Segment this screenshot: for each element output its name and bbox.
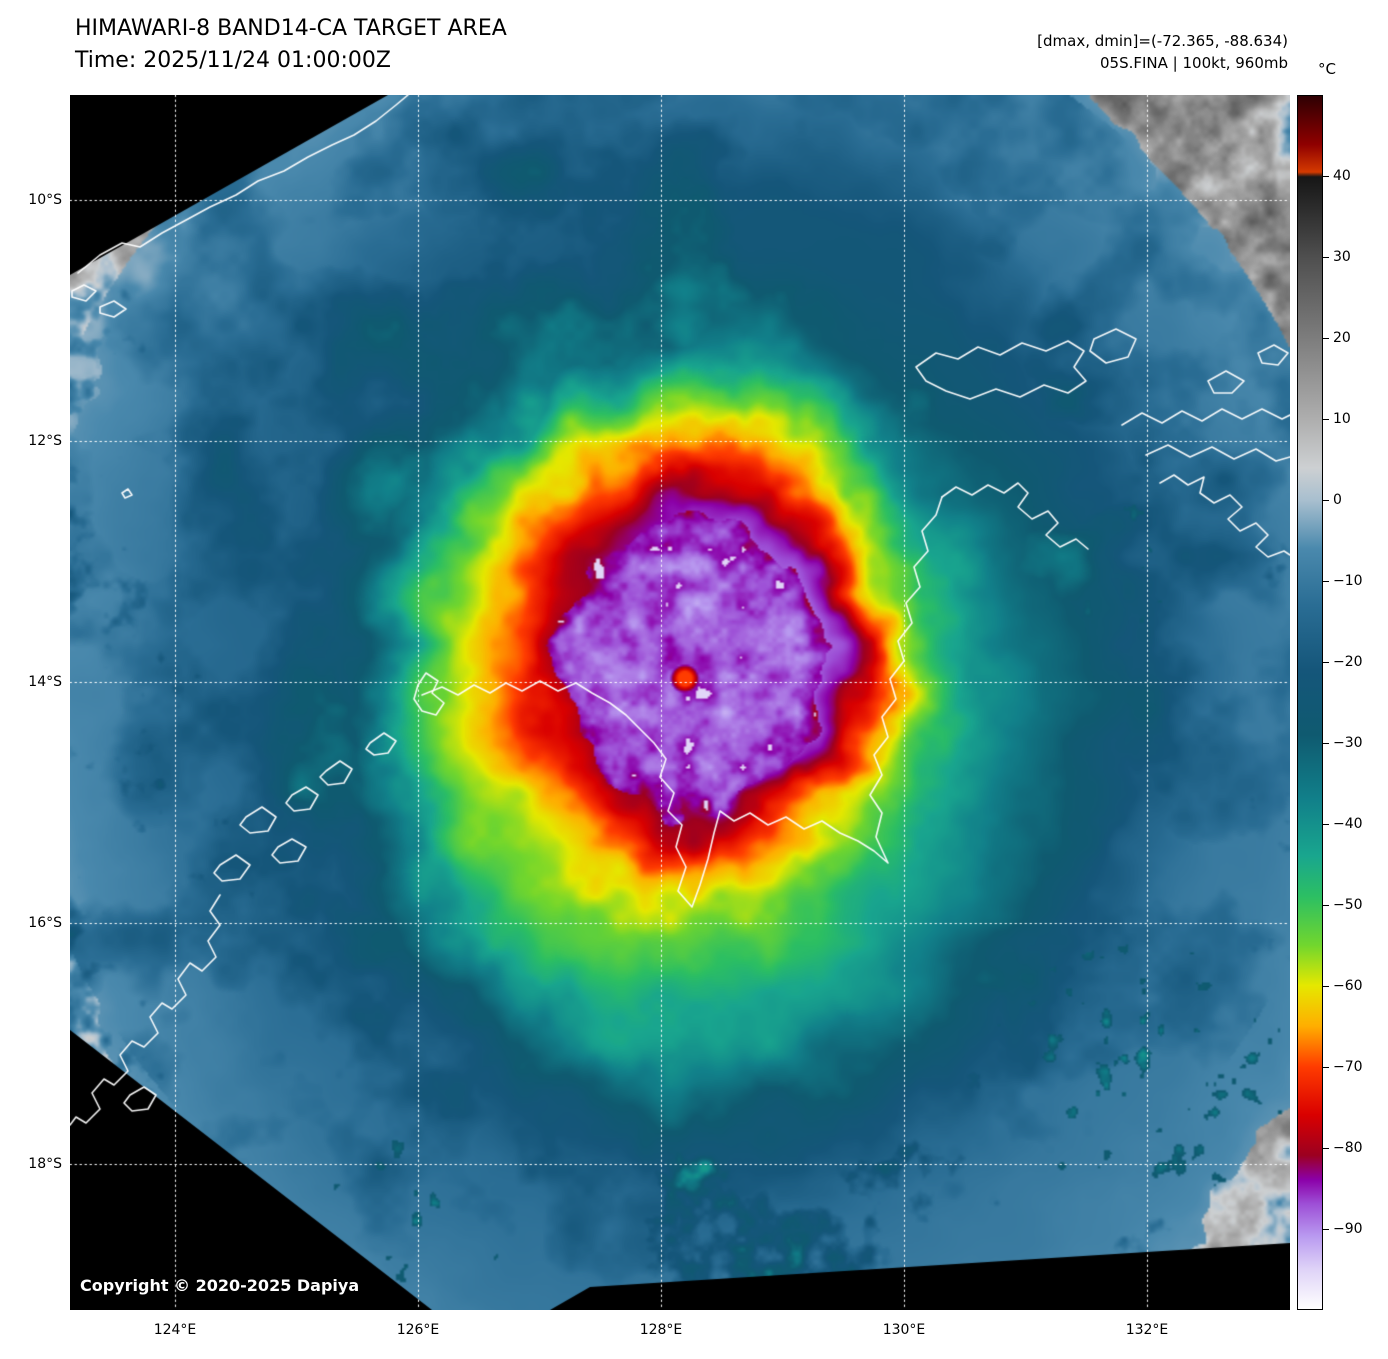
colorbar-tick-mark: [1323, 257, 1329, 258]
lon-label: 124°E: [153, 1322, 197, 1338]
colorbar-tick-mark: [1323, 581, 1329, 582]
colorbar-tick-label: 20: [1333, 330, 1351, 346]
colorbar-unit-label: °C: [1318, 60, 1336, 78]
lat-label: 12°S: [28, 433, 62, 449]
lat-label: 18°S: [28, 1156, 62, 1172]
copyright-text: Copyright © 2020-2025 Dapiya: [80, 1276, 360, 1295]
colorbar-tick-mark: [1323, 824, 1329, 825]
colorbar-tick-mark: [1323, 176, 1329, 177]
colorbar-tick-label: −90: [1333, 1221, 1363, 1237]
colorbar-tick-mark: [1323, 905, 1329, 906]
colorbar-tick-label: −60: [1333, 978, 1363, 994]
colorbar-tick-mark: [1323, 419, 1329, 420]
lat-label: 10°S: [28, 192, 62, 208]
colorbar-tick-label: 0: [1333, 492, 1342, 508]
colorbar-tick-label: −40: [1333, 816, 1363, 832]
lon-label: 130°E: [882, 1322, 926, 1338]
colorbar: [1297, 95, 1323, 1310]
colorbar-tick-mark: [1323, 986, 1329, 987]
colorbar-tick-label: −50: [1333, 897, 1363, 913]
map-area: [70, 95, 1290, 1310]
lon-label: 132°E: [1125, 1322, 1169, 1338]
lon-label: 128°E: [639, 1322, 683, 1338]
storm-info-annotation: 05S.FINA | 100kt, 960mb: [1100, 54, 1288, 72]
colorbar-tick-mark: [1323, 1229, 1329, 1230]
colorbar-tick-label: −20: [1333, 654, 1363, 670]
colorbar-tick-mark: [1323, 338, 1329, 339]
colorbar-tick-mark: [1323, 1067, 1329, 1068]
lon-label: 126°E: [396, 1322, 440, 1338]
colorbar-tick-mark: [1323, 500, 1329, 501]
annotation-block: [dmax, dmin]=(-72.365, -88.634) 05S.FINA…: [1037, 30, 1288, 74]
dmax-dmin-annotation: [dmax, dmin]=(-72.365, -88.634): [1037, 32, 1288, 50]
colorbar-tick-label: −80: [1333, 1140, 1363, 1156]
colorbar-tick-label: 40: [1333, 168, 1351, 184]
product-time: Time: 2025/11/24 01:00:00Z: [75, 48, 391, 73]
lat-label: 16°S: [28, 915, 62, 931]
lat-label: 14°S: [28, 674, 62, 690]
colorbar-tick-label: −70: [1333, 1059, 1363, 1075]
colorbar-tick-label: 30: [1333, 249, 1351, 265]
colorbar-tick-label: −30: [1333, 735, 1363, 751]
colorbar-tick-mark: [1323, 743, 1329, 744]
colorbar-tick-label: −10: [1333, 573, 1363, 589]
colorbar-tick-label: 10: [1333, 411, 1351, 427]
colorbar-tick-mark: [1323, 662, 1329, 663]
satellite-image-canvas: [70, 95, 1290, 1310]
product-title: HIMAWARI-8 BAND14-CA TARGET AREA: [75, 16, 507, 41]
colorbar-tick-mark: [1323, 1148, 1329, 1149]
